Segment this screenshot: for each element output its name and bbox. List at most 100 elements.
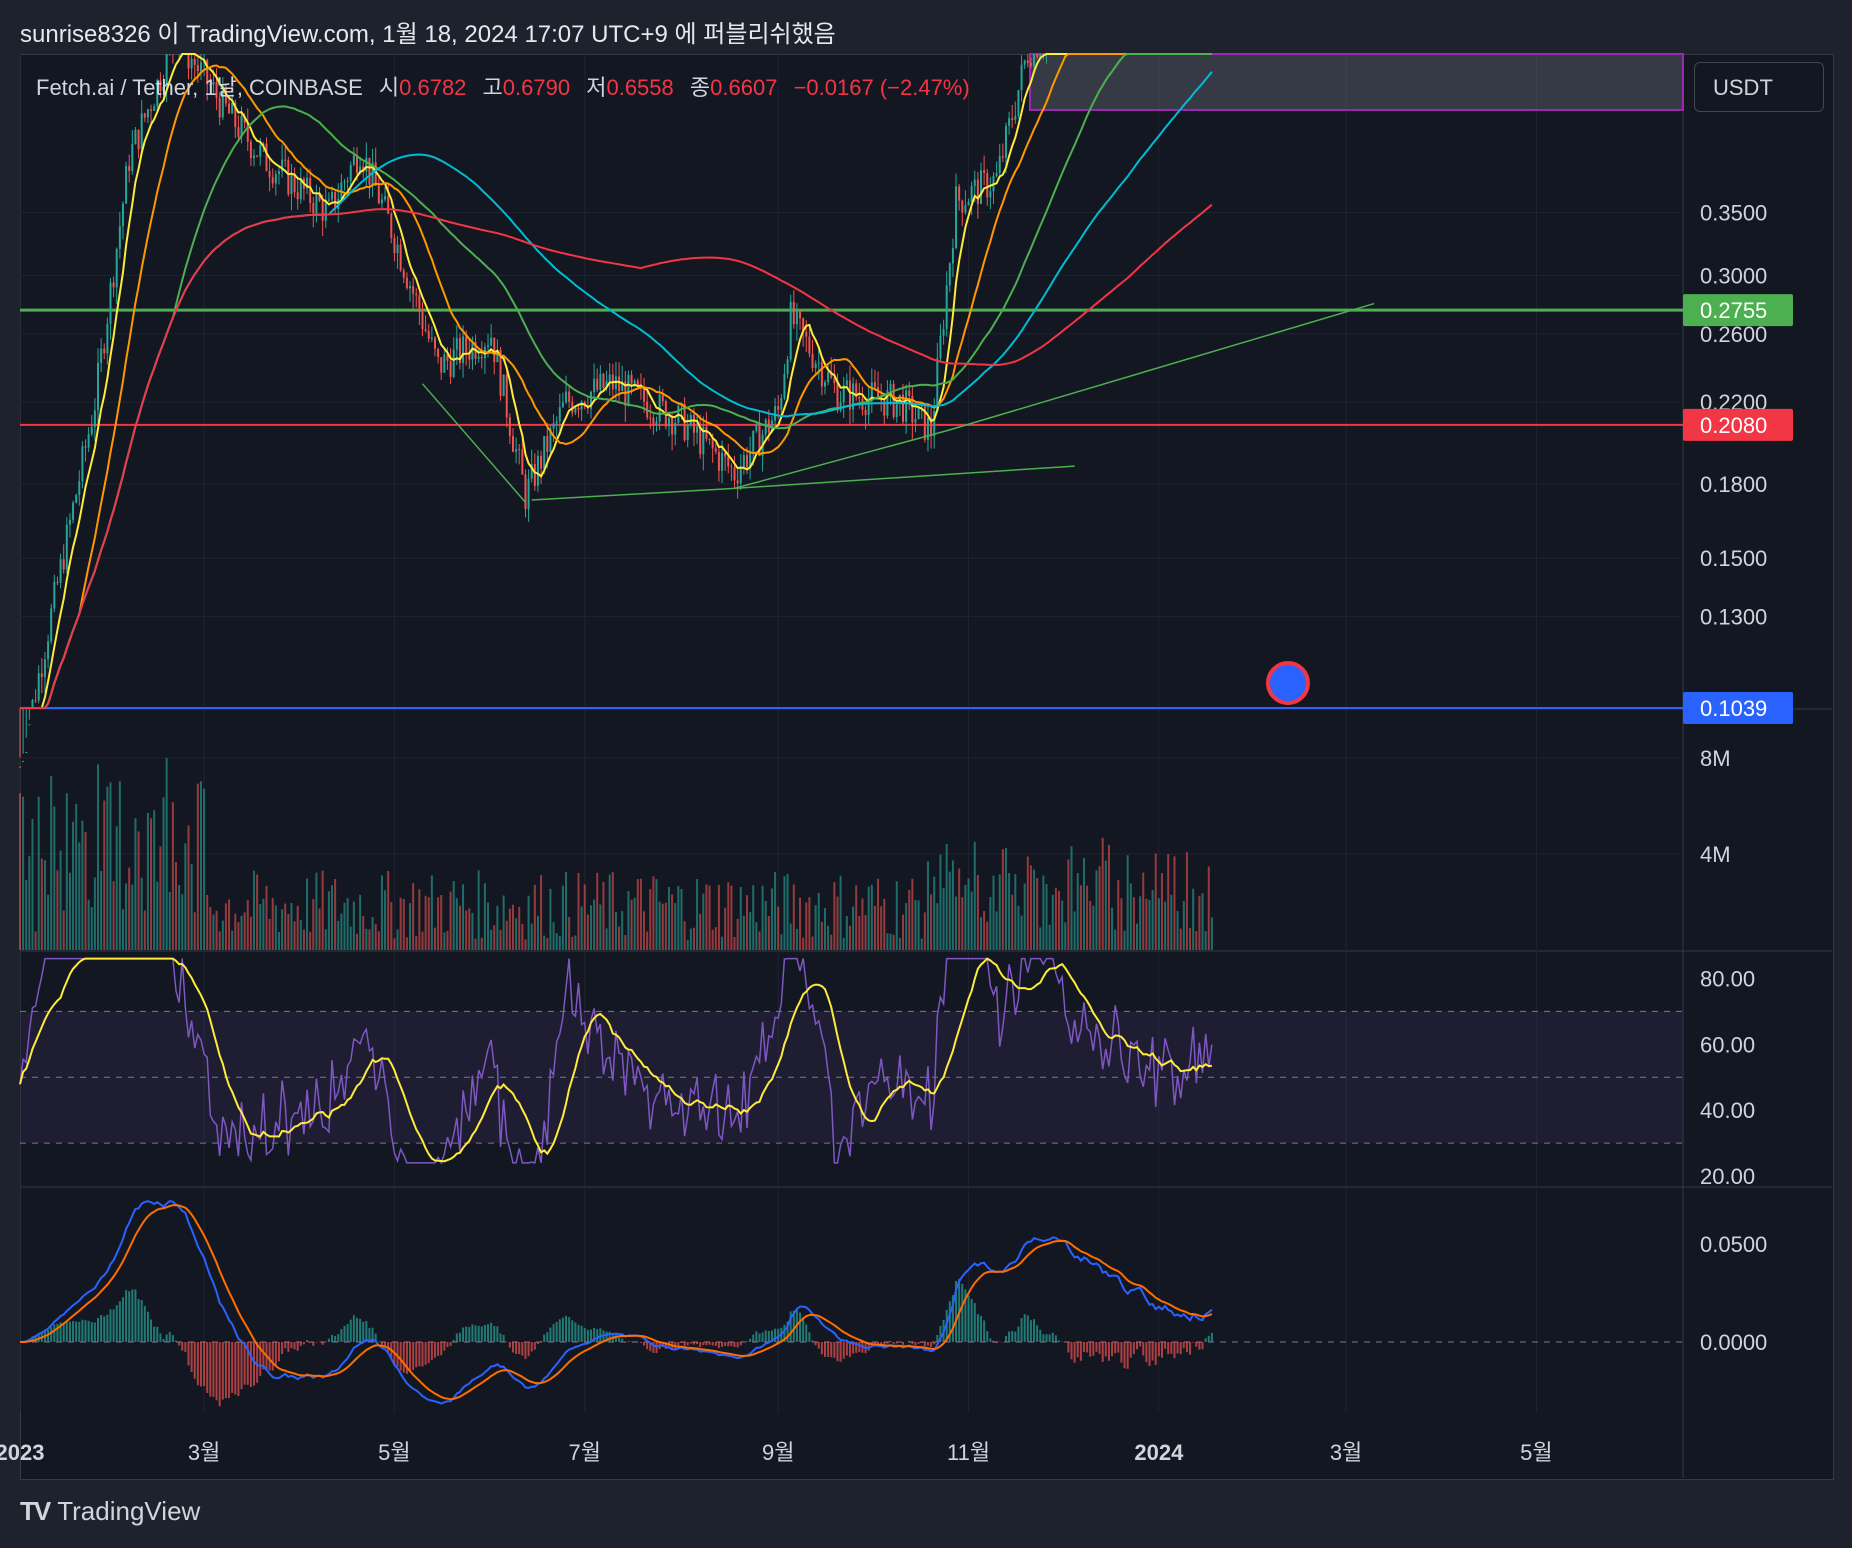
volume-bar <box>196 783 199 950</box>
volume-bar <box>998 874 1001 950</box>
macd-histogram-bar <box>1067 1342 1070 1353</box>
macd-histogram-bar <box>608 1331 611 1342</box>
macd-histogram-bar <box>867 1342 870 1351</box>
volume-bar <box>1079 885 1082 950</box>
macd-histogram-bar <box>543 1334 546 1342</box>
candle-body <box>908 390 911 396</box>
volume-bar <box>920 938 923 950</box>
macd-histogram-bar <box>412 1342 415 1371</box>
volume-bar <box>249 916 252 950</box>
candle-body <box>315 193 318 214</box>
volume-bar <box>1176 911 1179 950</box>
candle-body <box>568 391 571 402</box>
volume-bar <box>655 879 658 950</box>
time-tick-label: 2024 <box>1134 1440 1184 1465</box>
candle-body <box>274 174 277 184</box>
volume-bar <box>449 891 452 950</box>
volume-bar <box>324 929 327 950</box>
macd-histogram-bar <box>1179 1342 1182 1355</box>
candle-body <box>967 201 970 206</box>
volume-bar <box>774 871 777 950</box>
macd-histogram-bar <box>933 1342 936 1345</box>
volume-bar <box>883 898 886 950</box>
volume-bar <box>412 883 415 950</box>
volume-bar <box>287 913 290 950</box>
volume-bar <box>577 872 580 950</box>
candle-body <box>649 417 652 419</box>
volume-bar <box>802 937 805 950</box>
volume-bar <box>293 921 296 950</box>
macd-histogram-bar <box>221 1342 224 1400</box>
volume-bar <box>867 886 870 950</box>
macd-histogram-bar <box>705 1342 708 1346</box>
volume-bar <box>855 885 858 950</box>
candle-body <box>343 181 346 183</box>
volume-bar <box>228 899 231 950</box>
candle-body <box>87 434 90 448</box>
macd-histogram-bar <box>365 1321 368 1342</box>
volume-bar <box>103 800 106 950</box>
candle-body <box>409 286 412 289</box>
currency-button[interactable]: USDT <box>1694 62 1824 112</box>
brand-name: TradingView <box>57 1496 201 1526</box>
macd-histogram-bar <box>1104 1342 1107 1357</box>
macd-histogram-bar <box>496 1326 499 1342</box>
volume-bar <box>536 915 539 950</box>
candle-body <box>752 430 755 452</box>
candle-body <box>53 582 56 609</box>
volume-bar <box>964 884 967 950</box>
macd-tick-label: 0.0500 <box>1700 1232 1767 1257</box>
macd-histogram-bar <box>980 1316 983 1342</box>
macd-histogram-bar <box>315 1342 318 1343</box>
rsi-tick-label: 60.00 <box>1700 1032 1755 1057</box>
volume-bar <box>150 818 153 950</box>
volume-bar <box>128 867 131 950</box>
macd-histogram-bar <box>209 1342 212 1397</box>
candle-body <box>530 464 533 479</box>
candle-body <box>59 559 62 583</box>
volume-bar <box>736 918 739 950</box>
candle-body <box>1001 156 1004 158</box>
candle-body <box>415 293 418 296</box>
macd-histogram-bar <box>830 1342 833 1358</box>
volume-bar <box>795 928 798 950</box>
candle-body <box>162 86 165 92</box>
macd-histogram-bar <box>920 1342 923 1343</box>
macd-histogram-bar <box>533 1342 536 1350</box>
volume-bar <box>705 884 708 950</box>
candle-body <box>331 192 334 200</box>
macd-histogram-bar <box>970 1299 973 1342</box>
chart-frame[interactable] <box>20 54 1834 1480</box>
candle-body <box>808 336 811 354</box>
macd-histogram-bar <box>995 1342 998 1344</box>
candle-body <box>284 159 287 161</box>
macd-histogram-bar <box>1086 1342 1089 1353</box>
volume-bar <box>490 929 493 950</box>
volume-bar <box>505 920 508 950</box>
candle-body <box>540 455 543 469</box>
macd-histogram-bar <box>493 1325 496 1342</box>
macd-histogram-bar <box>327 1338 330 1342</box>
volume-bar <box>437 897 440 950</box>
macd-histogram-bar <box>583 1327 586 1342</box>
volume-bar <box>121 909 124 950</box>
macd-histogram-bar <box>518 1342 521 1354</box>
volume-bar <box>493 925 496 950</box>
volume-bar <box>814 905 817 950</box>
volume-bar <box>902 914 905 950</box>
low-value: 0.6558 <box>606 75 674 100</box>
volume-bar <box>970 891 973 950</box>
volume-tick-label: 8M <box>1700 746 1731 771</box>
volume-bar <box>824 908 826 950</box>
candle-body <box>1020 64 1023 91</box>
time-tick-label: 2023 <box>0 1440 44 1465</box>
macd-histogram-bar <box>153 1326 156 1342</box>
volume-bar <box>299 920 302 950</box>
volume-bar <box>349 926 352 950</box>
price-tick-label: 0.1500 <box>1700 546 1767 571</box>
macd-histogram-bar <box>721 1342 724 1347</box>
macd-histogram-bar <box>692 1342 695 1345</box>
macd-histogram-bar <box>281 1342 284 1354</box>
volume-bar <box>805 902 808 950</box>
